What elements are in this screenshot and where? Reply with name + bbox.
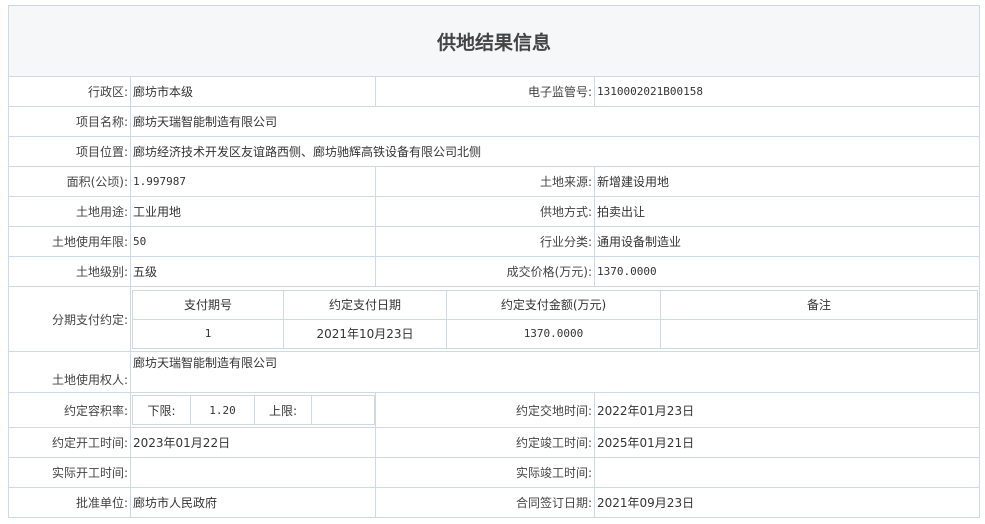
installment-note [660, 318, 978, 349]
table-row: 批准单位: 廊坊市人民政府 合同签订日期: 2021年09月23日 [8, 487, 981, 518]
table-row: 面积(公顷): 1.997987 土地来源: 新增建设用地 [8, 166, 981, 197]
land-use-label: 土地用途: [8, 196, 131, 227]
contract-date-value: 2021年09月23日 [593, 487, 981, 518]
land-grade-label: 土地级别: [8, 256, 131, 287]
plot-ratio-upper-value [311, 395, 375, 425]
plot-ratio-table: 下限: 1.20 上限: [132, 395, 375, 425]
land-supply-result-table: 供地结果信息 行政区: 廊坊市本级 电子监管号: 1310002021B0015… [7, 5, 981, 518]
land-grade-value: 五级 [130, 256, 376, 287]
plot-ratio-lower-label: 下限: [132, 395, 191, 425]
price-value: 1370.0000 [593, 256, 981, 287]
supervision-no-value: 1310002021B00158 [593, 76, 981, 107]
installment-row: 1 2021年10月23日 1370.0000 [132, 318, 978, 349]
installment-header-date: 约定支付日期 [283, 289, 447, 320]
plot-ratio-cell: 下限: 1.20 上限: [130, 392, 376, 428]
supervision-no-label: 电子监管号: [375, 76, 595, 107]
installments-table: 支付期号 约定支付日期 约定支付金额(万元) 备注 1 2021年10月23日 … [132, 289, 978, 349]
start-time-label: 约定开工时间: [8, 427, 131, 458]
table-row: 土地使用权人: 廊坊天瑞智能制造有限公司 [8, 351, 981, 393]
actual-completion-value [593, 457, 981, 488]
installment-no: 1 [132, 318, 284, 349]
handover-time-label: 约定交地时间: [375, 392, 595, 428]
project-location-value: 廊坊经济技术开发区友谊路西侧、廊坊驰辉高铁设备有限公司北侧 [129, 136, 981, 167]
installments-label: 分期支付约定: [8, 286, 131, 352]
district-value: 廊坊市本级 [130, 76, 376, 107]
installment-header-amount: 约定支付金额(万元) [446, 289, 661, 320]
table-row: 分期支付约定: 支付期号 约定支付日期 约定支付金额(万元) 备注 1 2021… [8, 286, 981, 352]
actual-start-label: 实际开工时间: [8, 457, 131, 488]
plot-ratio-lower-value: 1.20 [190, 395, 255, 425]
project-name-value: 廊坊天瑞智能制造有限公司 [129, 106, 981, 137]
area-value: 1.997987 [130, 166, 376, 197]
installment-header-note: 备注 [660, 289, 978, 320]
land-source-value: 新增建设用地 [593, 166, 981, 197]
table-row: 项目位置: 廊坊经济技术开发区友谊路西侧、廊坊驰辉高铁设备有限公司北侧 [8, 136, 981, 167]
contract-date-label: 合同签订日期: [375, 487, 595, 518]
land-source-label: 土地来源: [375, 166, 595, 197]
price-label: 成交价格(万元): [375, 256, 595, 287]
supply-method-value: 拍卖出让 [593, 196, 981, 227]
actual-start-value [130, 457, 376, 488]
table-row: 土地用途: 工业用地 供地方式: 拍卖出让 [8, 196, 981, 227]
district-label: 行政区: [8, 76, 131, 107]
plot-ratio-label: 约定容积率: [8, 392, 131, 428]
table-row: 实际开工时间: 实际竣工时间: [8, 457, 981, 488]
table-row: 约定容积率: 下限: 1.20 上限: 约定交地时间: 2022年01月23日 [8, 392, 981, 428]
project-name-label: 项目名称: [8, 106, 131, 137]
installments-cell: 支付期号 约定支付日期 约定支付金额(万元) 备注 1 2021年10月23日 … [129, 286, 981, 352]
plot-ratio-upper-label: 上限: [254, 395, 312, 425]
table-row: 项目名称: 廊坊天瑞智能制造有限公司 [8, 106, 981, 137]
table-row: 土地级别: 五级 成交价格(万元): 1370.0000 [8, 256, 981, 287]
page-title: 供地结果信息 [7, 5, 981, 77]
land-holder-label: 土地使用权人: [8, 351, 131, 393]
table-row: 约定开工时间: 2023年01月22日 约定竣工时间: 2025年01月21日 [8, 427, 981, 458]
use-years-label: 土地使用年限: [8, 226, 131, 257]
approval-unit-value: 廊坊市人民政府 [130, 487, 376, 518]
installment-header-no: 支付期号 [132, 289, 284, 320]
installments-header: 支付期号 约定支付日期 约定支付金额(万元) 备注 [132, 289, 978, 320]
table-row: 土地使用年限: 50 行业分类: 通用设备制造业 [8, 226, 981, 257]
start-time-value: 2023年01月22日 [130, 427, 376, 458]
completion-time-label: 约定竣工时间: [375, 427, 595, 458]
land-use-value: 工业用地 [130, 196, 376, 227]
industry-value: 通用设备制造业 [593, 226, 981, 257]
project-location-label: 项目位置: [8, 136, 131, 167]
handover-time-value: 2022年01月23日 [593, 392, 981, 428]
area-label: 面积(公顷): [8, 166, 131, 197]
installment-date: 2021年10月23日 [283, 318, 447, 349]
supply-method-label: 供地方式: [375, 196, 595, 227]
approval-unit-label: 批准单位: [8, 487, 131, 518]
installment-amount: 1370.0000 [446, 318, 661, 349]
industry-label: 行业分类: [375, 226, 595, 257]
actual-completion-label: 实际竣工时间: [375, 457, 595, 488]
completion-time-value: 2025年01月21日 [593, 427, 981, 458]
land-holder-value: 廊坊天瑞智能制造有限公司 [129, 351, 981, 393]
use-years-value: 50 [130, 226, 376, 257]
table-row: 行政区: 廊坊市本级 电子监管号: 1310002021B00158 [8, 76, 981, 107]
